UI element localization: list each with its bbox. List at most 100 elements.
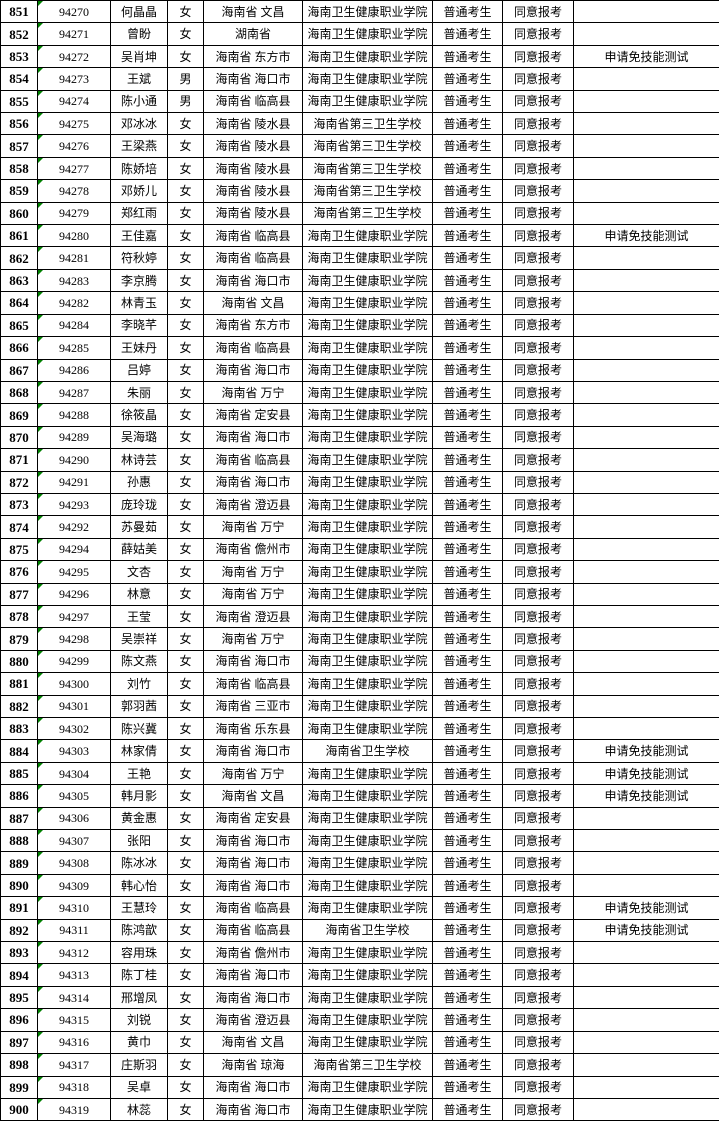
review-result-cell[interactable]: 同意报考 [502, 985, 574, 1010]
candidate-type-cell[interactable]: 普通考生 [432, 963, 503, 987]
school-cell[interactable]: 海南卫生健康职业学院 [302, 1008, 433, 1032]
review-result-cell[interactable]: 同意报考 [502, 582, 574, 606]
name-cell[interactable]: 徐筱晶 [110, 403, 168, 427]
region-cell[interactable]: 海南省 海口市 [203, 1097, 303, 1121]
gender-cell[interactable]: 女 [167, 985, 204, 1010]
gender-cell[interactable]: 女 [167, 291, 204, 315]
name-cell[interactable]: 邓冰冰 [110, 112, 168, 136]
region-cell[interactable]: 海南省 海口市 [203, 268, 303, 293]
note-cell[interactable] [573, 448, 719, 472]
school-cell[interactable]: 海南卫生健康职业学院 [302, 336, 433, 360]
name-cell[interactable]: 王慧玲 [110, 896, 168, 920]
school-cell[interactable]: 海南卫生健康职业学院 [302, 448, 433, 472]
note-cell[interactable]: 申请免技能测试 [573, 739, 719, 763]
name-cell[interactable]: 庄斯羽 [110, 1053, 168, 1077]
note-cell[interactable] [573, 22, 719, 46]
row-number-cell[interactable]: 884 [0, 739, 38, 763]
candidate-type-cell[interactable]: 普通考生 [432, 761, 503, 786]
review-result-cell[interactable]: 同意报考 [502, 112, 574, 136]
review-result-cell[interactable]: 同意报考 [502, 604, 574, 629]
name-cell[interactable]: 吴卓 [110, 1075, 168, 1099]
gender-cell[interactable]: 女 [167, 358, 204, 382]
candidate-type-cell[interactable]: 普通考生 [432, 918, 503, 943]
registration-number-cell[interactable]: 94278 [37, 179, 111, 203]
candidate-type-cell[interactable]: 普通考生 [432, 1097, 503, 1121]
gender-cell[interactable]: 女 [167, 829, 204, 853]
gender-cell[interactable]: 女 [167, 156, 204, 181]
review-result-cell[interactable]: 同意报考 [502, 1030, 574, 1055]
name-cell[interactable]: 文杏 [110, 560, 168, 584]
row-number-cell[interactable]: 856 [0, 112, 38, 136]
row-number-cell[interactable]: 883 [0, 716, 38, 741]
row-number-cell[interactable]: 889 [0, 851, 38, 875]
review-result-cell[interactable]: 同意报考 [502, 1097, 574, 1121]
name-cell[interactable]: 曾盼 [110, 22, 168, 46]
row-number-cell[interactable]: 895 [0, 985, 38, 1010]
gender-cell[interactable]: 女 [167, 694, 204, 719]
registration-number-cell[interactable]: 94291 [37, 470, 111, 494]
region-cell[interactable]: 海南省 万宁 [203, 627, 303, 651]
name-cell[interactable]: 王妹丹 [110, 336, 168, 360]
school-cell[interactable]: 海南卫生健康职业学院 [302, 649, 433, 674]
row-number-cell[interactable]: 894 [0, 963, 38, 987]
name-cell[interactable]: 吴海璐 [110, 425, 168, 450]
gender-cell[interactable]: 女 [167, 716, 204, 741]
school-cell[interactable]: 海南卫生健康职业学院 [302, 0, 433, 24]
region-cell[interactable]: 海南省 临高县 [203, 896, 303, 920]
region-cell[interactable]: 海南省 海口市 [203, 67, 303, 91]
row-number-cell[interactable]: 859 [0, 179, 38, 203]
school-cell[interactable]: 海南省第三卫生学校 [302, 1053, 433, 1077]
registration-number-cell[interactable]: 94301 [37, 694, 111, 719]
registration-number-cell[interactable]: 94288 [37, 403, 111, 427]
candidate-type-cell[interactable]: 普通考生 [432, 604, 503, 629]
note-cell[interactable] [573, 268, 719, 293]
note-cell[interactable] [573, 134, 719, 158]
row-number-cell[interactable]: 896 [0, 1008, 38, 1032]
registration-number-cell[interactable]: 94308 [37, 851, 111, 875]
note-cell[interactable] [573, 470, 719, 494]
gender-cell[interactable]: 女 [167, 560, 204, 584]
gender-cell[interactable]: 女 [167, 403, 204, 427]
region-cell[interactable]: 海南省 万宁 [203, 560, 303, 584]
gender-cell[interactable]: 女 [167, 1075, 204, 1099]
note-cell[interactable]: 申请免技能测试 [573, 761, 719, 786]
review-result-cell[interactable]: 同意报考 [502, 403, 574, 427]
registration-number-cell[interactable]: 94311 [37, 918, 111, 943]
name-cell[interactable]: 邢增凤 [110, 985, 168, 1010]
school-cell[interactable]: 海南省第三卫生学校 [302, 156, 433, 181]
review-result-cell[interactable]: 同意报考 [502, 89, 574, 114]
region-cell[interactable]: 海南省 万宁 [203, 761, 303, 786]
note-cell[interactable] [573, 537, 719, 562]
name-cell[interactable]: 陈兴冀 [110, 716, 168, 741]
gender-cell[interactable]: 女 [167, 268, 204, 293]
school-cell[interactable]: 海南省第三卫生学校 [302, 134, 433, 158]
region-cell[interactable]: 海南省 临高县 [203, 224, 303, 248]
name-cell[interactable]: 王艳 [110, 761, 168, 786]
candidate-type-cell[interactable]: 普通考生 [432, 134, 503, 158]
review-result-cell[interactable]: 同意报考 [502, 784, 574, 808]
registration-number-cell[interactable]: 94315 [37, 1008, 111, 1032]
note-cell[interactable] [573, 627, 719, 651]
registration-number-cell[interactable]: 94299 [37, 649, 111, 674]
school-cell[interactable]: 海南卫生健康职业学院 [302, 784, 433, 808]
review-result-cell[interactable]: 同意报考 [502, 1008, 574, 1032]
gender-cell[interactable]: 女 [167, 448, 204, 472]
name-cell[interactable]: 陈冰冰 [110, 851, 168, 875]
school-cell[interactable]: 海南卫生健康职业学院 [302, 627, 433, 651]
note-cell[interactable]: 申请免技能测试 [573, 224, 719, 248]
school-cell[interactable]: 海南卫生健康职业学院 [302, 67, 433, 91]
gender-cell[interactable]: 女 [167, 1097, 204, 1121]
region-cell[interactable]: 海南省 海口市 [203, 470, 303, 494]
row-number-cell[interactable]: 878 [0, 604, 38, 629]
registration-number-cell[interactable]: 94317 [37, 1053, 111, 1077]
region-cell[interactable]: 海南省 海口市 [203, 829, 303, 853]
school-cell[interactable]: 海南卫生健康职业学院 [302, 604, 433, 629]
row-number-cell[interactable]: 880 [0, 649, 38, 674]
note-cell[interactable] [573, 941, 719, 965]
region-cell[interactable]: 海南省 文昌 [203, 291, 303, 315]
note-cell[interactable] [573, 1075, 719, 1099]
note-cell[interactable]: 申请免技能测试 [573, 896, 719, 920]
gender-cell[interactable]: 女 [167, 515, 204, 539]
region-cell[interactable]: 海南省 海口市 [203, 739, 303, 763]
registration-number-cell[interactable]: 94313 [37, 963, 111, 987]
